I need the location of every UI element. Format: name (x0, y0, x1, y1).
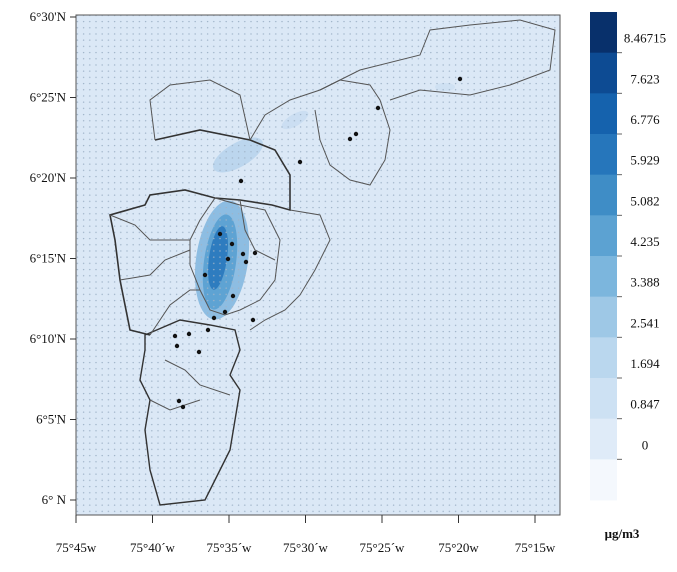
colorbar-label: 7.623 (630, 71, 659, 86)
lat-tick-label: 6°30'N (30, 9, 67, 24)
lat-tick-label: 6°15'N (30, 251, 67, 266)
colorbar-bin (590, 215, 617, 257)
lon-tick-label: 75°45w (56, 540, 97, 555)
colorbar-label: 5.082 (630, 193, 659, 208)
colorbar-label: 4.235 (630, 234, 659, 249)
colorbar-bin (590, 174, 617, 216)
colorbar-bin (590, 256, 617, 298)
lon-tick-label: 75°40´w (130, 540, 176, 555)
lat-tick-label: 6°5'N (36, 412, 67, 427)
colorbar-unit: μg/m3 (605, 526, 640, 541)
colorbar-label: 0.847 (630, 397, 660, 412)
colorbar-bin (590, 418, 617, 460)
map-frame (75, 14, 561, 516)
map-area (75, 14, 561, 516)
lon-tick-label: 75°30´w (283, 540, 329, 555)
lon-tick-label: 75°25´w (360, 540, 406, 555)
colorbar-label: 3.388 (630, 275, 659, 290)
colorbar-label: 0 (642, 437, 649, 452)
stations (172, 76, 463, 410)
colorbar-bin (590, 459, 617, 501)
colorbar-bin (590, 93, 617, 135)
colorbar-label: 2.541 (630, 315, 659, 330)
lon-tick-label: 75°15w (515, 540, 556, 555)
colorbar-label: 6.776 (630, 112, 660, 127)
lat-tick-label: 6°10'N (30, 331, 67, 346)
boundaries (109, 19, 556, 506)
colorbar-bin (590, 52, 617, 94)
lat-tick-label: 6°20'N (30, 170, 67, 185)
lon-tick-label: 75°20w (438, 540, 479, 555)
colorbar-label: 8.46715 (624, 31, 666, 46)
colorbar-label: 5.929 (630, 153, 659, 168)
lon-tick-label: 75°35´w (207, 540, 253, 555)
lat-tick-label: 6°25'N (30, 90, 67, 105)
colorbar-bin (590, 12, 617, 54)
colorbar-bin (590, 378, 617, 420)
colorbar-bin (590, 296, 617, 338)
colorbar-bin (590, 337, 617, 379)
colorbar-bin (590, 134, 617, 176)
colorbar-label: 1.694 (630, 356, 660, 371)
colorbar: 8.46715 7.623 6.776 5.929 5.082 4.235 3.388 2.5… (590, 12, 666, 541)
lat-tick-label: 6° N (42, 492, 67, 507)
